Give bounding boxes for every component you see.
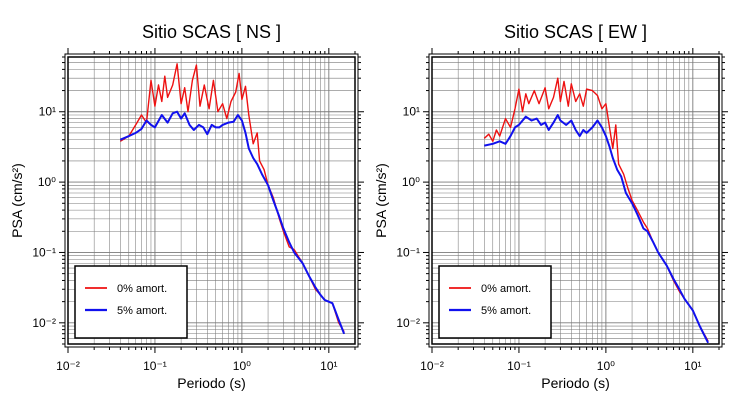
y-axis-label: PSA (cm/s²) (9, 163, 25, 238)
chart-panel-ew: 10⁻² 10⁻¹ 10⁰ 10¹ 10⁻² 10⁻¹ 10⁰ 10¹ Sitio SCAS [… (373, 22, 728, 391)
y-tick-label: 10⁰ (38, 175, 56, 189)
chart-panel-ns: 10⁻² 10⁻¹ 10⁰ 10¹ 10⁻² 10⁻¹ 10⁰ 10¹ Sitio SCAS [… (9, 22, 364, 391)
legend: 0% amort. 5% amort. (74, 265, 188, 339)
y-tick-label: 10⁻¹ (32, 245, 56, 259)
series-line-5pct (484, 114, 709, 344)
legend-label-0pct: 0% amort. (481, 283, 531, 295)
legend-box (74, 265, 188, 339)
x-tick-label: 10⁻² (420, 359, 444, 373)
legend: 0% amort. 5% amort. (438, 265, 552, 339)
x-tick-label: 10⁰ (233, 359, 251, 373)
y-tick-label: 10⁻² (396, 316, 420, 330)
y-tick-label: 10⁰ (402, 175, 420, 189)
axis-ticks (59, 48, 364, 353)
plot-frame-outer (428, 53, 723, 348)
x-axis-label: Periodo (s) (177, 375, 245, 391)
x-tick-label: 10⁰ (597, 359, 615, 373)
legend-label-0pct: 0% amort. (117, 283, 167, 295)
y-tick-label: 10⁻² (32, 316, 56, 330)
plot-frame-outer (64, 53, 359, 348)
x-tick-label: 10¹ (684, 359, 701, 373)
x-axis-label: Periodo (s) (541, 375, 609, 391)
plot-frame (431, 56, 720, 345)
y-tick-label: 10⁻¹ (396, 245, 420, 259)
series-line-0pct (119, 63, 345, 332)
y-tick-label: 10¹ (39, 105, 56, 119)
chart-title: Sitio SCAS [ NS ] (142, 22, 281, 42)
x-tick-label: 10⁻² (56, 359, 80, 373)
x-tick-label: 10⁻¹ (143, 359, 167, 373)
x-tick-label: 10⁻¹ (507, 359, 531, 373)
series-group (483, 77, 709, 344)
y-tick-label: 10¹ (403, 105, 420, 119)
series-line-5pct (119, 110, 346, 335)
legend-box (438, 265, 552, 339)
series-group (119, 63, 346, 335)
chart-title: Sitio SCAS [ EW ] (504, 22, 647, 42)
y-axis-label: PSA (cm/s²) (373, 163, 389, 238)
legend-label-5pct: 5% amort. (481, 305, 531, 317)
axis-ticks (423, 48, 728, 353)
x-tick-label: 10¹ (320, 359, 337, 373)
legend-label-5pct: 5% amort. (117, 305, 167, 317)
plot-frame (67, 56, 356, 345)
